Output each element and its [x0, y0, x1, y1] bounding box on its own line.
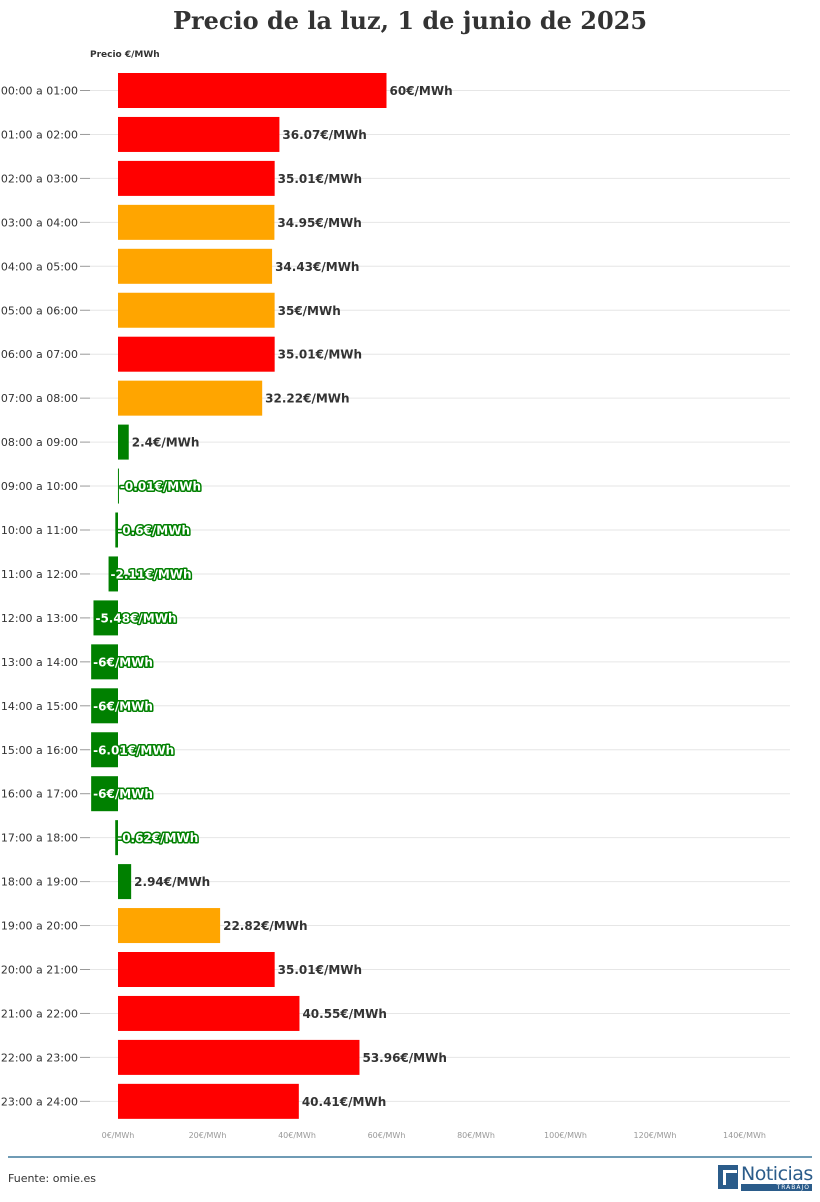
category-label: 08:00 a 09:00: [1, 436, 78, 449]
bar: [118, 952, 275, 987]
value-label: 35.01€/MWh: [278, 348, 362, 362]
category-label: 16:00 a 17:00: [1, 788, 78, 801]
value-label: 2.94€/MWh: [134, 875, 210, 889]
value-label: 53.96€/MWh: [362, 1051, 446, 1065]
x-tick-label: 40€/MWh: [278, 1131, 316, 1140]
value-label: 35.01€/MWh: [278, 963, 362, 977]
bar: [118, 248, 273, 284]
bar: [91, 688, 118, 724]
category-label: 19:00 a 20:00: [1, 920, 78, 933]
category-label: 21:00 a 22:00: [1, 1007, 78, 1020]
category-label: 22:00 a 23:00: [1, 1051, 78, 1064]
bar: [93, 600, 118, 636]
category-label: 03:00 a 04:00: [1, 216, 78, 229]
category-label: 06:00 a 07:00: [1, 348, 78, 361]
x-tick-label: 100€/MWh: [544, 1131, 587, 1140]
axis-label: Precio €/MWh: [90, 50, 160, 60]
bar: [118, 292, 275, 328]
bar: [118, 424, 129, 460]
bar: [118, 1083, 299, 1119]
bar: [91, 776, 118, 812]
category-label: 14:00 a 15:00: [1, 700, 78, 713]
bar: [118, 73, 387, 108]
category-label: 05:00 a 06:00: [1, 304, 78, 317]
bar: [118, 380, 263, 416]
value-label: 60€/MWh: [390, 84, 453, 98]
bar: [115, 512, 118, 548]
value-label: -6€/MWh: [93, 699, 153, 713]
value-label: -6€/MWh: [93, 787, 153, 801]
bars: [91, 73, 387, 1119]
category-label: 04:00 a 05:00: [1, 260, 78, 273]
category-label: 15:00 a 16:00: [1, 744, 78, 757]
category-label: 18:00 a 19:00: [1, 876, 78, 889]
category-labels: 00:00 a 01:00 01:00 a 02:00 02:00 a 03:00 0…: [1, 85, 78, 1109]
value-label: 34.43€/MWh: [275, 260, 359, 274]
footer-divider: [8, 1156, 812, 1158]
category-label: 07:00 a 08:00: [1, 392, 78, 405]
x-tick-label: 80€/MWh: [457, 1131, 495, 1140]
value-label: 40.55€/MWh: [302, 1007, 386, 1021]
value-label: 36.07€/MWh: [282, 128, 366, 142]
x-tick-labels: 0€/MWh 20€/MWh 40€/MWh 60€/MWh 80€/MWh 100€/M…: [102, 1131, 766, 1140]
value-label: -5.48€/MWh: [95, 611, 176, 625]
bar: [118, 1039, 360, 1075]
bar: [108, 556, 118, 592]
brand-logo: Noticias TRABAJO: [712, 1163, 813, 1191]
value-labels: 60€/MWh 36.07€/MWh 35.01€/MWh 34.95€/MWh 34.…: [92, 84, 453, 1109]
value-label: 35€/MWh: [278, 304, 341, 318]
category-label: 01:00 a 02:00: [1, 128, 78, 141]
value-label: 32.22€/MWh: [265, 392, 349, 406]
x-tick-label: 60€/MWh: [368, 1131, 406, 1140]
value-label: -6€/MWh: [93, 655, 153, 669]
category-label: 00:00 a 01:00: [1, 85, 78, 98]
brand-name: Noticias: [741, 1163, 813, 1185]
brand-subtitle: TRABAJO: [741, 1184, 812, 1191]
bar: [91, 732, 118, 768]
category-label: 09:00 a 10:00: [1, 480, 78, 493]
x-tick-label: 140€/MWh: [723, 1131, 766, 1140]
value-label: -6.01€/MWh: [93, 743, 174, 757]
bar: [118, 864, 132, 900]
category-label: 20:00 a 21:00: [1, 964, 78, 977]
value-label: 2.4€/MWh: [132, 436, 200, 450]
bar: [118, 160, 275, 196]
grid-lines: [80, 90, 790, 1102]
bar: [91, 644, 118, 680]
category-label: 10:00 a 11:00: [1, 524, 78, 537]
x-tick-label: 0€/MWh: [102, 1131, 135, 1140]
category-label: 23:00 a 24:00: [1, 1095, 78, 1108]
x-tick-label: 120€/MWh: [634, 1131, 677, 1140]
value-label: 34.95€/MWh: [277, 216, 361, 230]
value-label: -0.62€/MWh: [117, 831, 198, 845]
value-label: 22.82€/MWh: [223, 919, 307, 933]
value-label: -0.6€/MWh: [117, 524, 190, 538]
value-label: -2.11€/MWh: [111, 567, 192, 581]
category-label: 11:00 a 12:00: [1, 568, 78, 581]
chart-title: Precio de la luz, 1 de junio de 2025: [172, 6, 648, 35]
category-label: 17:00 a 18:00: [1, 832, 78, 845]
value-label: -0.01€/MWh: [120, 480, 201, 494]
category-label: 02:00 a 03:00: [1, 172, 78, 185]
bar: [115, 820, 118, 856]
x-tick-label: 20€/MWh: [189, 1131, 227, 1140]
value-label: 40.41€/MWh: [302, 1095, 386, 1109]
category-label: 13:00 a 14:00: [1, 656, 78, 669]
bar: [117, 468, 119, 504]
brand-mark-icon: [718, 1165, 738, 1189]
bar: [118, 336, 275, 372]
source-note: Fuente: omie.es: [8, 1172, 96, 1185]
category-label: 12:00 a 13:00: [1, 612, 78, 625]
bar: [118, 908, 221, 944]
bar: [118, 995, 300, 1031]
bar: [118, 116, 280, 152]
value-label: 35.01€/MWh: [278, 172, 362, 186]
bar: [118, 204, 275, 240]
